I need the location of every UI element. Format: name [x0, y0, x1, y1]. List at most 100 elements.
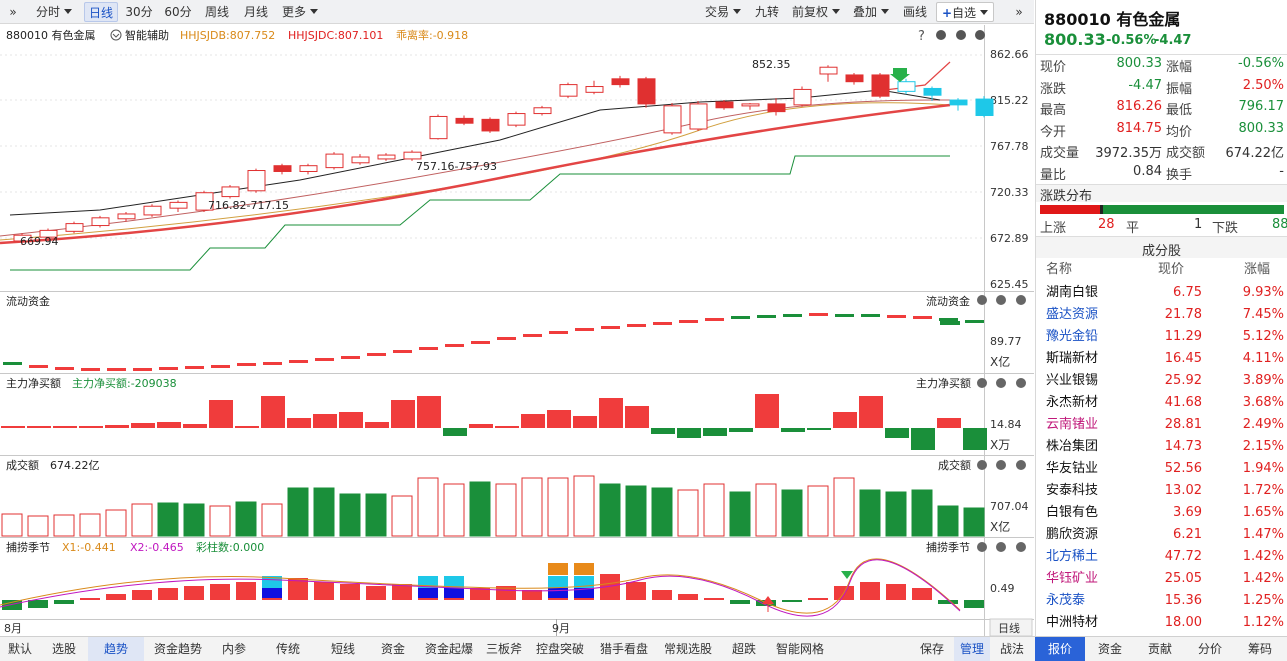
- gear-icon[interactable]: [977, 378, 987, 388]
- expand-icon[interactable]: »: [9, 5, 17, 19]
- tab-monthly[interactable]: 月线: [243, 5, 268, 19]
- nine-turn-button[interactable]: 九转: [754, 5, 779, 19]
- list-item[interactable]: 华友钴业 52.56 1.94%: [1036, 458, 1287, 480]
- mainforce-bar: [963, 428, 987, 450]
- quote-tab[interactable]: 分价: [1197, 642, 1222, 656]
- bottom-tab[interactable]: 传统: [275, 642, 300, 656]
- close-icon[interactable]: [975, 30, 985, 40]
- bottom-tab[interactable]: 控盘突破: [535, 642, 584, 656]
- bottom-tab[interactable]: 智能网格: [775, 642, 824, 656]
- tab-60min[interactable]: 60分: [164, 5, 192, 19]
- tab-30min[interactable]: 30分: [125, 5, 153, 19]
- list-item[interactable]: 兴业银锡 25.92 3.89%: [1036, 370, 1287, 392]
- candle: [819, 66, 838, 75]
- kline-chart[interactable]: 880010 有色金属 智能辅助 HHJSJDB:807.752 HHJSJDC…: [0, 25, 1034, 636]
- gear-icon[interactable]: [977, 295, 987, 305]
- save-button[interactable]: 保存: [919, 642, 944, 656]
- candle: [793, 88, 812, 106]
- gear-icon[interactable]: [996, 295, 1006, 305]
- stock-price: 52.56: [1164, 461, 1202, 476]
- list-item[interactable]: 豫光金铅 11.29 5.12%: [1036, 326, 1287, 348]
- gear-icon[interactable]: [977, 460, 987, 470]
- turnover-bar: [521, 477, 543, 537]
- bottom-tab[interactable]: 趋势: [88, 637, 144, 661]
- gear-icon[interactable]: [996, 460, 1006, 470]
- list-item[interactable]: 盛达资源 21.78 7.45%: [1036, 304, 1287, 326]
- gear-icon[interactable]: [996, 378, 1006, 388]
- col-price[interactable]: 现价: [1158, 262, 1185, 277]
- list-item[interactable]: 华钰矿业 25.05 1.42%: [1036, 568, 1287, 590]
- close-icon[interactable]: [1016, 378, 1026, 388]
- list-item[interactable]: 安泰科技 13.02 1.72%: [1036, 480, 1287, 502]
- overlay-menu[interactable]: 叠加: [848, 2, 894, 22]
- y-label: 815.22: [990, 94, 1029, 107]
- tab-intraday[interactable]: 分时: [28, 2, 80, 22]
- bottom-tab[interactable]: 默认: [7, 642, 32, 656]
- liquidity-bar: [783, 314, 802, 317]
- bottom-tab[interactable]: 三板斧: [485, 642, 522, 656]
- bottom-tab[interactable]: 资金: [380, 642, 405, 656]
- quote-tab[interactable]: 资金: [1097, 642, 1122, 656]
- season-bar-count: 彩柱数:0.000: [196, 540, 264, 554]
- col-name[interactable]: 名称: [1046, 262, 1073, 277]
- list-item[interactable]: 白银有色 3.69 1.65%: [1036, 502, 1287, 524]
- zoom-in-icon[interactable]: [936, 30, 946, 40]
- turnover-bar: [157, 502, 179, 537]
- turnover-bar: [339, 493, 361, 537]
- close-icon[interactable]: [1016, 460, 1026, 470]
- list-item[interactable]: 北方稀土 47.72 1.42%: [1036, 546, 1287, 568]
- bottom-tab[interactable]: 短线: [330, 642, 355, 656]
- tab-weekly[interactable]: 周线: [204, 5, 229, 19]
- turnover-bar: [547, 477, 569, 537]
- turnover-bar: [729, 491, 751, 537]
- quote-tab[interactable]: 贡献: [1147, 642, 1172, 656]
- turnover-bar: [287, 487, 309, 537]
- period-button[interactable]: [989, 618, 1033, 636]
- quote-tab[interactable]: 报价: [1035, 637, 1085, 661]
- bottom-tab[interactable]: 猎手看盘: [599, 642, 648, 656]
- season-bar: [522, 590, 542, 600]
- bottom-tab[interactable]: 内参: [221, 642, 246, 656]
- collapse-icon[interactable]: »: [1015, 5, 1023, 19]
- more-menu[interactable]: 更多: [278, 2, 322, 22]
- watchlist-button[interactable]: +自选: [936, 2, 994, 22]
- gear-icon[interactable]: [977, 542, 987, 552]
- y-label: 767.78: [990, 140, 1029, 153]
- close-icon[interactable]: [1016, 542, 1026, 552]
- manage-button[interactable]: 管理: [954, 637, 990, 661]
- assist-label[interactable]: 智能辅助: [125, 28, 169, 42]
- season-bar: [938, 600, 958, 604]
- candle: [91, 217, 110, 227]
- list-item[interactable]: 永杰新材 41.68 3.68%: [1036, 392, 1287, 414]
- gear-icon[interactable]: [996, 542, 1006, 552]
- adjust-menu[interactable]: 前复权: [788, 2, 844, 22]
- list-item[interactable]: 株冶集团 14.73 2.15%: [1036, 436, 1287, 458]
- candle: [195, 192, 214, 211]
- draw-button[interactable]: 画线: [902, 5, 927, 19]
- bottom-tab[interactable]: 超跌: [731, 642, 756, 656]
- zoom-out-icon[interactable]: [956, 30, 966, 40]
- bottom-tab[interactable]: 选股: [51, 642, 76, 656]
- tactics-button[interactable]: 战法: [999, 642, 1024, 656]
- mainforce-bar: [651, 428, 675, 434]
- help-icon[interactable]: ?: [918, 29, 925, 44]
- list-item[interactable]: 湖南白银 6.75 9.93%: [1036, 282, 1287, 304]
- mainforce-bar: [807, 428, 831, 430]
- close-icon[interactable]: [1016, 295, 1026, 305]
- trade-menu[interactable]: 交易: [700, 2, 746, 22]
- tab-daily[interactable]: 日线: [84, 2, 118, 22]
- bottom-tab[interactable]: 资金趋势: [153, 642, 202, 656]
- quote-tab[interactable]: 筹码: [1247, 642, 1272, 656]
- list-item[interactable]: 斯瑞新材 16.45 4.11%: [1036, 348, 1287, 370]
- bottom-tab[interactable]: 资金起爆: [424, 642, 473, 656]
- col-pct[interactable]: 涨幅: [1244, 262, 1271, 277]
- assist-toggle-icon[interactable]: [110, 29, 122, 41]
- list-item[interactable]: 鹏欣资源 6.21 1.47%: [1036, 524, 1287, 546]
- candle: [975, 98, 994, 116]
- bottom-tab[interactable]: 常规选股: [663, 642, 712, 656]
- quote-value-l: 800.33: [1116, 56, 1163, 71]
- list-item[interactable]: 永茂泰 15.36 1.25%: [1036, 590, 1287, 612]
- stock-price: 11.29: [1164, 329, 1202, 344]
- list-item[interactable]: 云南锗业 28.81 2.49%: [1036, 414, 1287, 436]
- list-item[interactable]: 中洲特材 18.00 1.12%: [1036, 612, 1287, 634]
